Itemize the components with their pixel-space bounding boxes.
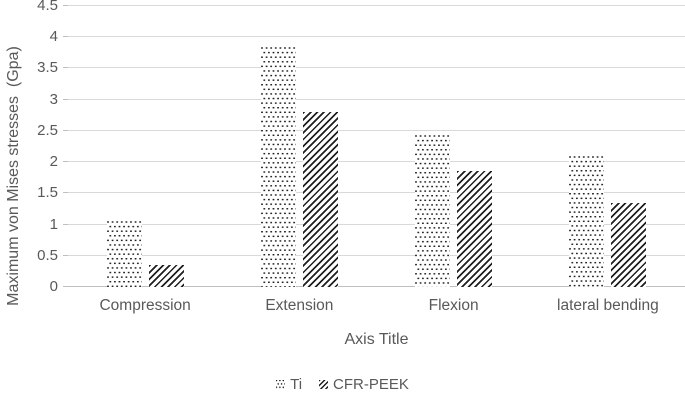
- x-axis-line: [68, 286, 685, 287]
- legend-item-cfr-peek: CFR-PEEK: [319, 376, 409, 393]
- gridline-y-1: [68, 223, 685, 225]
- y-tick-mark: [63, 161, 68, 163]
- x-axis-tick-labels: Compression Extension Flexion lateral bendi…: [68, 297, 685, 315]
- y-tick-mark: [63, 223, 68, 225]
- gridline-y-2.5: [68, 129, 685, 131]
- gridline-y-1.5: [68, 192, 685, 194]
- plot-area: [63, 5, 685, 287]
- x-tick-label-flexion: Flexion: [428, 297, 479, 314]
- y-tick-mark: [63, 67, 68, 69]
- legend-swatch-hatch-icon: [319, 380, 329, 389]
- bar-cfr-peek-extension: [302, 112, 338, 287]
- y-tick-mark: [63, 192, 68, 194]
- gridline-y-3: [68, 98, 685, 100]
- legend-swatch-dots-icon: [276, 380, 286, 389]
- x-tick-label-lateral-bending: lateral bending: [557, 297, 659, 314]
- legend-item-ti: Ti: [276, 376, 302, 393]
- y-tick-mark: [63, 98, 68, 100]
- y-tick-mark: [63, 5, 68, 6]
- y-tick-label-1.5: 1.5: [37, 184, 58, 202]
- bar-cfr-peek-lateral-bending: [611, 202, 647, 287]
- y-tick-mark: [63, 286, 68, 287]
- bar-ti-lateral-bending: [569, 155, 605, 287]
- y-axis-tick-labels: 0 0.5 1 1.5 2 2.5 3 3.5 4 4.5: [0, 0, 58, 295]
- gridline-y-4: [68, 36, 685, 38]
- legend: Ti CFR-PEEK: [0, 376, 685, 393]
- y-tick-label-0: 0: [49, 278, 58, 295]
- y-tick-mark: [63, 129, 68, 131]
- y-tick-label-3: 3: [49, 90, 58, 108]
- y-tick-label-4.5: 4.5: [37, 0, 58, 14]
- bar-cfr-peek-flexion: [457, 171, 493, 287]
- x-tick-label-compression: Compression: [99, 297, 191, 314]
- gridline-y-0.5: [68, 254, 685, 256]
- y-tick-label-2.5: 2.5: [37, 121, 58, 139]
- bar-ti-flexion: [415, 135, 451, 287]
- y-tick-label-2: 2: [49, 153, 58, 171]
- bar-group-extension: [222, 6, 376, 287]
- legend-label-ti: Ti: [290, 376, 303, 393]
- y-tick-mark: [63, 36, 68, 38]
- bar-group-flexion: [377, 6, 531, 287]
- gridline-y-2: [68, 161, 685, 163]
- x-axis-title: Axis Title: [344, 331, 409, 348]
- gridline-y-4.5: [68, 5, 685, 6]
- bar-group-compression: [68, 6, 222, 287]
- y-tick-label-4: 4: [49, 28, 58, 46]
- bar-cfr-peek-compression: [148, 265, 184, 287]
- x-tick-label-extension: Extension: [265, 297, 334, 314]
- y-tick-mark: [63, 254, 68, 256]
- legend-label-cfr-peek: CFR-PEEK: [333, 376, 409, 393]
- bar-ti-compression: [106, 221, 142, 287]
- gridline-y-3.5: [68, 67, 685, 69]
- bar-ti-extension: [260, 46, 296, 287]
- y-tick-label-1: 1: [49, 215, 58, 233]
- y-tick-label-3.5: 3.5: [37, 59, 58, 77]
- bar-group-lateral-bending: [531, 6, 685, 287]
- y-tick-label-0.5: 0.5: [37, 246, 58, 264]
